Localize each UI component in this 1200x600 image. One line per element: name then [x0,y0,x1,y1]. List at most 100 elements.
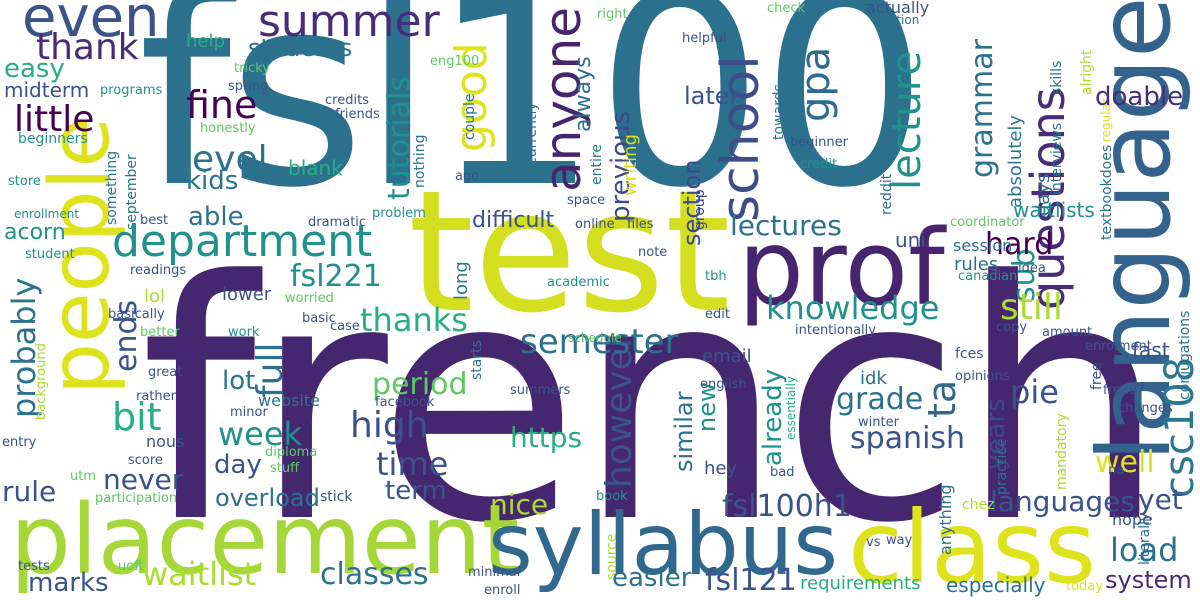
word-semester: semester [520,322,679,362]
word-honestly: honestly [200,121,256,136]
word-worried: worried [285,291,334,306]
word-actually: actually [866,0,930,17]
word-enroll: enroll [484,583,521,598]
word-stuff: stuff [270,461,300,476]
word-minor: minor [230,405,268,420]
word-credits: credits [325,93,369,108]
word-starts: starts [469,340,485,380]
word-essentially: essentially [784,375,798,440]
word-interviews: interviews [1049,122,1065,195]
word-best: best [140,213,169,228]
word-utm: utm [70,469,96,484]
word-hey: hey [704,458,738,479]
word-little: little [14,99,95,140]
word-skills: skills [1049,60,1065,95]
word-waitlist: waitlist [142,555,257,593]
word-yet: yet [1138,483,1183,516]
word-lower: lower [222,284,272,305]
word-couple: couple [462,93,478,140]
word-fsl221: fsl221 [290,259,382,294]
word-placement: placement [10,484,520,596]
word-rather: rather [136,389,176,404]
word-knowledge: knowledge [766,289,940,327]
word-alright: alright [1079,49,1095,95]
word-summers: summers [510,383,571,398]
word-easy: easy [4,54,65,84]
word-problem: problem [372,206,426,221]
word-chez: chez [962,497,995,513]
word-lol: lol [144,286,166,307]
word-never: never [103,463,184,496]
word-week: week [218,415,303,453]
word-time: time [376,445,449,483]
word-diploma: diploma [265,445,318,460]
word-work: work [228,325,260,340]
word-website: website [258,391,320,410]
word-space: space [567,193,606,208]
word-uni: uni [895,228,926,252]
word-stick: stick [320,489,353,505]
word-even: even [22,0,160,50]
word-period: period [372,367,468,402]
word-nothing: nothing [412,134,428,188]
word-absolutely: absolutely [1005,114,1026,208]
word-idk: idk [860,368,887,389]
word-entry: entry [2,435,37,450]
word-canadian: canadian [958,269,1018,284]
word-facebook: facebook [375,395,435,410]
word-class: class [848,489,1097,600]
word-beginner: beginner [790,135,848,150]
word-summer: summer [258,0,440,47]
word-overload: overload [215,484,320,512]
word-online: online [575,217,615,232]
word-school: school [711,55,771,222]
word-hard: hard [985,227,1054,262]
word-uoft: uoft [118,559,144,574]
word-dramatic: dramatic [308,215,367,230]
word-frea97: frea97 [1103,383,1146,398]
word-great: great [148,365,183,380]
word-spring: spring [228,79,269,94]
word-copy: copy [996,320,1028,335]
word-system: system [1105,566,1192,594]
word-basically: basically [108,307,165,322]
word-fsl100: fsl100 [138,0,929,246]
word-participation: participation [95,491,178,506]
word-easier: easier [612,563,692,593]
word-fast: fast [1132,338,1170,362]
word-help: help [186,31,225,52]
word-lecture: lecture [884,51,930,190]
word-department: department [112,216,373,267]
word-gpa: gpa [793,46,839,122]
word-still: still [1000,287,1063,328]
word-fsl121: fsl121 [705,563,797,598]
word-basic: basic [302,311,336,326]
word-winter: winter [858,415,899,430]
word-term: term [385,476,447,506]
word-test: test [408,154,731,350]
word-ago: ago [455,169,480,184]
word-rule: rule [2,475,57,508]
word-pie: pie [1010,373,1059,411]
word-tutorials: tutorials [382,76,417,200]
word-requirements: requirements [800,573,921,594]
word-beginners: beginners [18,131,88,147]
word-especially: especially [946,573,1046,597]
word-way: way [886,533,913,548]
word-vs: vs [866,535,881,550]
word-thank: thank [36,27,139,68]
word-na: na [1108,463,1125,478]
word-credit: credit [800,157,838,172]
word-background: background [34,343,49,420]
word-schedule: schedule [568,331,622,345]
word-lot: lot [222,366,256,396]
word-right: right [597,7,628,22]
word-score: score [128,453,163,468]
word-files: files [627,217,654,232]
word-anything: anything [936,484,955,555]
word-free: free [1089,362,1105,390]
word-tbh: tbh [705,269,727,284]
word-case: case [330,319,360,334]
word-student: student [25,247,75,262]
word-minimal: minimal [468,565,521,580]
